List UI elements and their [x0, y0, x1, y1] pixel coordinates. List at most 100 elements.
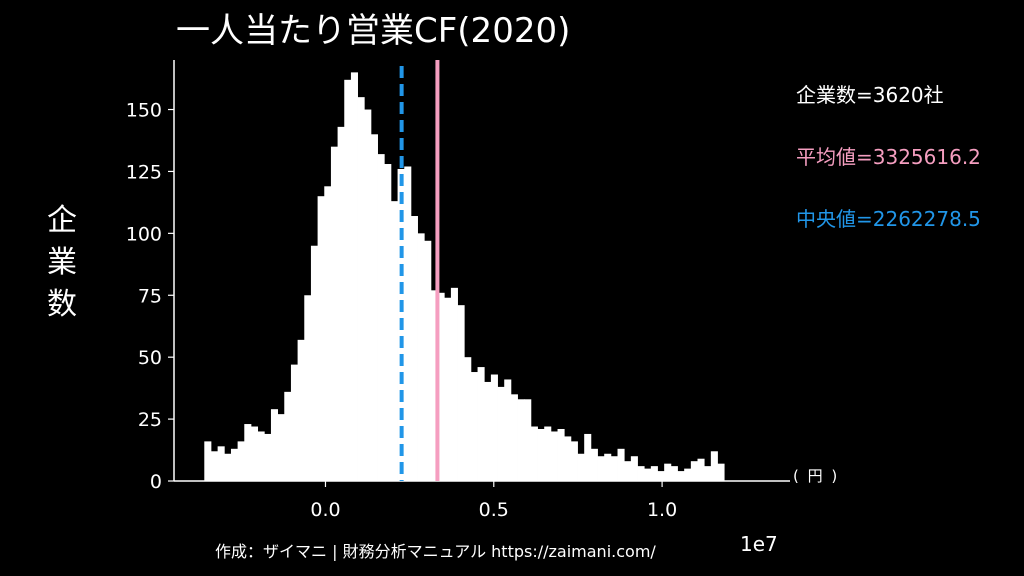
histogram-bar — [257, 431, 265, 481]
x-axis: 0.0 0.5 1.0 — [174, 480, 790, 521]
y-tick-label: 0 — [150, 471, 162, 493]
histogram-bar — [597, 456, 605, 481]
histogram-bar — [384, 164, 392, 481]
histogram-bar — [504, 379, 512, 481]
histogram-bar — [577, 453, 585, 481]
histogram-bar — [297, 339, 305, 481]
histogram-bar — [317, 196, 325, 482]
y-tick-label: 125 — [126, 161, 162, 183]
histogram-bar — [284, 391, 292, 481]
x-tick-label: 0.0 — [310, 499, 340, 521]
histogram-bar — [270, 409, 279, 481]
histogram-bar — [584, 433, 592, 481]
y-axis-label-char-2: 業 — [47, 245, 77, 280]
histogram-bar — [244, 424, 252, 481]
histogram-bar — [564, 436, 572, 481]
credit-text: 作成：ザイマニ | 財務分析マニュアル https://zaimani.com/ — [215, 542, 656, 561]
histogram-bar — [717, 463, 725, 481]
histogram-bar — [337, 126, 345, 481]
histogram-bar — [204, 441, 212, 481]
y-axis-label-char-1: 企 — [47, 203, 77, 238]
histogram-bar — [377, 154, 385, 481]
y-tick-label: 100 — [126, 223, 162, 245]
histogram-bar — [464, 357, 472, 481]
histogram-bars — [204, 72, 725, 482]
histogram-bar — [677, 471, 685, 481]
histogram-bar — [570, 441, 578, 481]
histogram-bar — [290, 364, 299, 481]
histogram-bar — [410, 216, 418, 482]
histogram-bar — [517, 399, 525, 481]
histogram-bar — [650, 466, 658, 481]
histogram-bar — [557, 428, 565, 481]
histogram-bar — [370, 134, 378, 481]
histogram-bar — [424, 240, 432, 481]
histogram-bar — [604, 453, 612, 481]
x-tick-label: 1.0 — [647, 499, 677, 521]
histogram-bar — [684, 468, 692, 481]
histogram-bar — [624, 461, 632, 481]
histogram-bar — [404, 166, 412, 482]
histogram-bar — [477, 367, 485, 481]
histogram-bar — [237, 441, 245, 481]
y-tick-label: 75 — [138, 285, 162, 307]
histogram-bar — [484, 381, 492, 481]
histogram-bar — [250, 426, 259, 481]
histogram-bar — [697, 458, 705, 481]
histogram-bar — [210, 451, 219, 481]
company-count-annotation: 企業数=3620社 — [796, 83, 944, 107]
histogram-bar — [470, 372, 478, 481]
histogram-bar — [430, 290, 438, 481]
x-axis-unit: ( 円 ) — [793, 467, 839, 485]
reference-lines — [399, 60, 440, 481]
histogram-bar — [510, 394, 518, 481]
histogram-bar — [664, 463, 672, 481]
histogram-bar — [590, 448, 598, 481]
histogram-bar — [364, 109, 372, 481]
x-axis-offset-label: 1e7 — [740, 532, 778, 556]
histogram-bar — [630, 456, 638, 481]
histogram-bar — [350, 72, 358, 481]
x-tick-label: 0.5 — [479, 499, 509, 521]
histogram-bar — [310, 245, 318, 481]
histogram-bar — [550, 431, 558, 481]
y-axis-label: 企 業 数 — [47, 203, 77, 322]
y-axis: 0 25 50 75 100 125 150 — [126, 60, 175, 493]
histogram-bar — [417, 233, 425, 481]
histogram-bar — [230, 448, 239, 481]
histogram-bar — [450, 287, 458, 481]
histogram-bar — [644, 468, 652, 481]
histogram-bar — [304, 295, 312, 481]
mean-annotation: 平均値=3325616.2 — [796, 145, 981, 169]
histogram-bar — [264, 433, 272, 481]
histogram-bar — [217, 446, 225, 481]
y-axis-label-char-3: 数 — [47, 287, 77, 322]
histogram-bar — [617, 448, 625, 481]
histogram-bar — [530, 426, 538, 481]
histogram-bar — [357, 97, 365, 481]
histogram-bar — [330, 146, 338, 482]
y-tick-label: 150 — [126, 100, 162, 122]
histogram-bar — [490, 374, 498, 481]
histogram-bar — [324, 186, 332, 482]
histogram-bar — [657, 471, 665, 481]
histogram-bar — [437, 292, 445, 481]
histogram-bar — [277, 414, 285, 481]
histogram-bar — [704, 466, 712, 481]
histogram-bar — [670, 466, 678, 481]
histogram-bar — [224, 453, 232, 481]
histogram-bar — [524, 399, 532, 481]
histogram-bar — [444, 297, 452, 481]
histogram-bar — [390, 201, 398, 482]
histogram-bar — [690, 461, 698, 481]
median-annotation: 中央値=2262278.5 — [796, 207, 981, 231]
histogram-bar — [497, 386, 505, 481]
histogram-bar — [344, 79, 352, 481]
histogram-bar — [457, 305, 465, 481]
histogram-bar — [710, 451, 718, 481]
histogram-bar — [610, 456, 618, 481]
histogram-bar — [537, 428, 545, 481]
histogram-bar — [637, 466, 645, 481]
y-tick-label: 25 — [138, 409, 162, 431]
